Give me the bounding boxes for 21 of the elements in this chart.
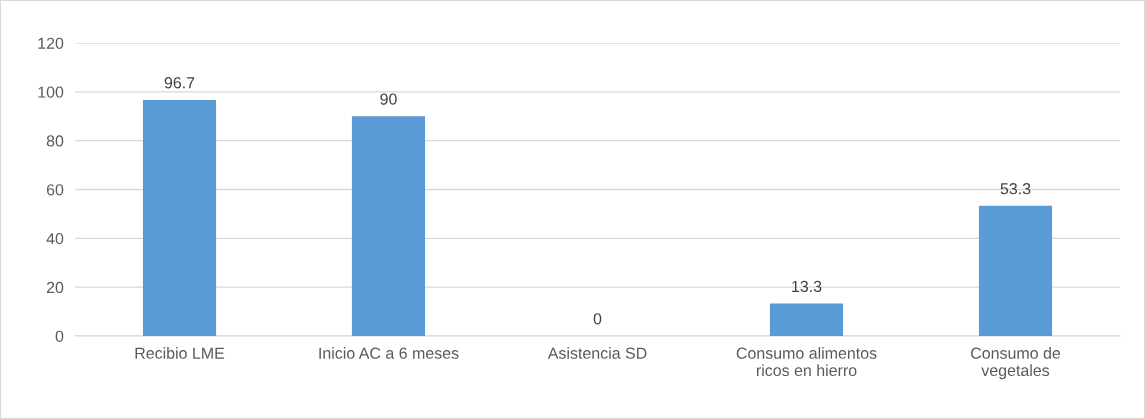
x-tick-label: Recibio LME	[135, 347, 225, 359]
data-label: 96.7	[164, 77, 195, 89]
y-tick-label: 40	[46, 232, 64, 245]
bar	[978, 205, 1053, 336]
data-label: 0	[593, 313, 602, 325]
y-tick-label: 0	[55, 330, 64, 342]
x-tick-label: Consumo de vegetales	[971, 347, 1061, 380]
bar	[769, 303, 844, 336]
bar	[351, 116, 426, 336]
y-tick-label: 60	[46, 184, 64, 196]
x-tick-label: Consumo alimentos ricos en hierro	[736, 347, 877, 377]
x-tick-label: Inicio AC a 6 meses	[319, 347, 459, 359]
data-label: 13.3	[792, 280, 822, 293]
x-tick-label: Asistencia SD	[547, 347, 647, 359]
y-tick-label: 100	[38, 86, 64, 98]
bar	[142, 99, 217, 336]
y-tick-label: 120	[38, 37, 64, 49]
y-tick-label: 80	[46, 135, 64, 147]
data-label: 90	[380, 93, 397, 105]
data-label: 53.3	[1000, 183, 1031, 195]
y-tick-label: 20	[46, 281, 64, 294]
